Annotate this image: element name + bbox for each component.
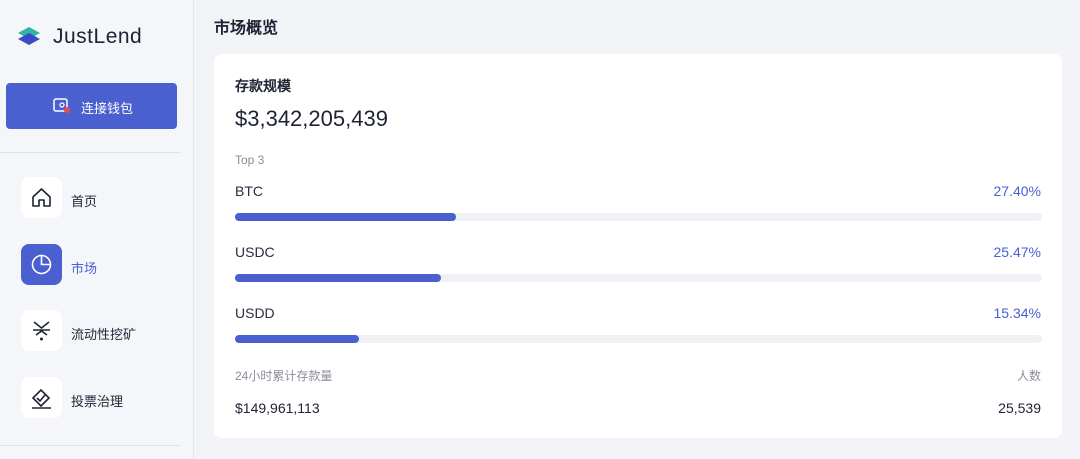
progress-bar (235, 274, 441, 282)
progress-track (235, 335, 1042, 343)
deposit-card: 存款规模 $3,342,205,439 Top 3 24小时累计存款量 $149… (214, 54, 1062, 438)
volume-label: 24小时累计存款量 (235, 369, 333, 383)
mining-icon[interactable] (21, 310, 62, 351)
progress-bar (235, 213, 457, 221)
progress-track (235, 213, 1042, 221)
top-label: Top 3 (235, 153, 265, 167)
wallet-icon (53, 98, 70, 113)
nav-mining[interactable]: 流动性挖矿 (71, 327, 137, 342)
connect-wallet-button[interactable]: 连接钱包 (6, 83, 177, 129)
home-icon[interactable] (21, 177, 62, 218)
nav-governance[interactable]: 投票治理 (71, 394, 124, 409)
nav-home[interactable]: 首页 (71, 194, 98, 209)
users-label: 人数 (1016, 369, 1041, 383)
asset-share: 25.47% (993, 244, 1041, 260)
asset-name: USDD (235, 305, 275, 321)
divider (0, 445, 181, 446)
governance-icon[interactable] (21, 377, 62, 418)
market-icon[interactable] (21, 244, 62, 285)
logo-text: JustLend (53, 25, 143, 48)
progress-track (235, 274, 1042, 282)
progress-bar (235, 335, 359, 343)
connect-wallet-label: 连接钱包 (81, 101, 134, 116)
asset-share: 27.40% (993, 183, 1041, 199)
sidebar: JustLend 连接钱包 首页 市场 流动性挖矿 投票治理 (0, 0, 194, 459)
card-title: 存款规模 (235, 78, 291, 94)
total-deposit: $3,342,205,439 (235, 106, 388, 131)
page-title: 市场概览 (214, 20, 279, 37)
asset-name: BTC (235, 183, 263, 199)
divider (0, 152, 181, 153)
users-value: 25,539 (998, 400, 1041, 416)
volume-value: $149,961,113 (235, 400, 320, 416)
asset-share: 15.34% (993, 305, 1041, 321)
logo-icon (18, 27, 40, 45)
asset-name: USDC (235, 244, 275, 260)
nav-market[interactable]: 市场 (71, 261, 98, 276)
